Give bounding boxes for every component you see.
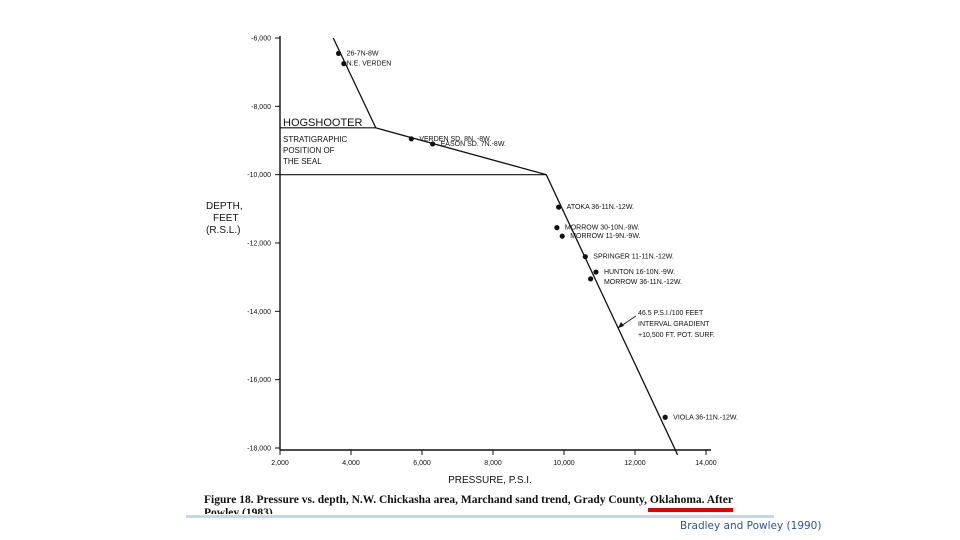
gradient-arrowhead (618, 322, 624, 328)
x-tick-label: 12,000 (624, 460, 646, 467)
y-axis-title-line-2: FEET (213, 213, 239, 224)
data-point (554, 225, 560, 231)
gradient-label-line-2: INTERVAL GRADIENT (638, 321, 710, 328)
gradient-label-line-3: +10,500 FT. POT. SURF. (638, 332, 715, 339)
point-label: VIOLA 36-11N.-12W. (673, 414, 738, 421)
trend-line (332, 37, 679, 456)
point-label: EASON SD. 7N.-8W. (441, 141, 506, 148)
y-tick-label: -8,000 (251, 104, 271, 111)
point-label: VERDEN SD. 8N. -8W. (419, 136, 491, 143)
data-point (559, 233, 565, 239)
data-point (662, 414, 668, 420)
x-tick-label: 6,000 (413, 460, 431, 467)
y-tick-label: -16,000 (247, 377, 271, 384)
point-label: ATOKA 36-11N.-12W. (567, 204, 634, 211)
x-axis-title: PRESSURE, P.S.I. (448, 475, 532, 486)
hogshooter-label: HOGSHOOTER (283, 117, 363, 129)
point-label: MORROW 30-10N.-9W. (565, 225, 640, 232)
point-label: MORROW 36-11N.-12W. (604, 279, 682, 286)
point-label: SPRINGER 11-11N.-12W. (593, 254, 674, 261)
point-label: 26-7N-8W (347, 50, 379, 57)
data-point (341, 61, 347, 67)
point-label: HUNTON 16-10N.-9W. (604, 269, 675, 276)
stratigraphic-label-line-3: THE SEAL (283, 157, 322, 166)
x-tick-label: 8,000 (484, 460, 502, 467)
stratigraphic-label-line-2: POSITION OF (283, 146, 335, 155)
data-point (430, 141, 436, 147)
gradient-label-line-1: 46.5 P.S.I./100 FEET (638, 310, 704, 317)
x-tick-label: 4,000 (342, 460, 360, 467)
y-axis-title-line-3: (R.S.L.) (206, 225, 240, 236)
point-label: MORROW 11-9N.-9W. (570, 233, 640, 240)
figure-caption: Figure 18. Pressure vs. depth, N.W. Chic… (204, 494, 733, 514)
stratigraphic-label-line-1: STRATIGRAPHIC (283, 135, 348, 144)
data-point (582, 254, 588, 260)
y-axis-title-line-1: DEPTH, (206, 201, 243, 212)
data-point (408, 136, 414, 142)
x-tick-label: 10,000 (553, 460, 575, 467)
pressure-depth-chart: -6,000 -8,000 -10,000 -12,000 -14,000 -16,000… (206, 36, 738, 487)
caption-underline (186, 515, 774, 518)
x-tick-label: 14,000 (695, 460, 717, 467)
point-label: N.E. VERDEN (347, 60, 392, 67)
x-tick-label: 2,000 (271, 460, 289, 467)
highlight-bar (648, 508, 733, 512)
data-point (588, 276, 594, 282)
source-credit: Bradley and Powley (1990) (680, 520, 822, 532)
data-point (593, 269, 599, 275)
y-tick-label: -6,000 (251, 36, 271, 43)
y-tick-label: -18,000 (247, 446, 271, 453)
y-tick-label: -12,000 (247, 241, 271, 248)
y-tick-label: -14,000 (247, 309, 271, 316)
y-tick-label: -10,000 (247, 172, 271, 179)
data-point (556, 204, 562, 210)
data-point (335, 50, 342, 56)
